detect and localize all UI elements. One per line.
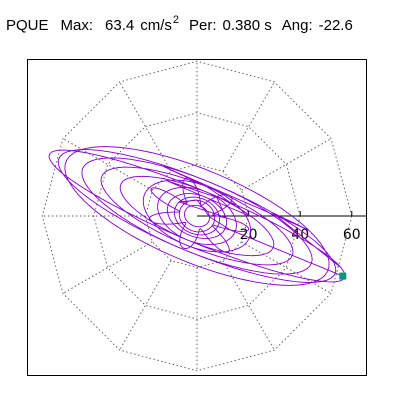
max-value: 63.4 — [105, 17, 135, 34]
grid-spoke — [241, 241, 332, 294]
orbit-trace — [48, 146, 346, 286]
grid-spoke — [119, 81, 172, 172]
station-code: PQUE — [6, 17, 49, 34]
header-title: PQUE Max: 63.4 cm/s2 Per: 0.380 s Ang: -22.6 — [6, 14, 353, 34]
particle-orbit — [48, 146, 346, 286]
grid-spoke — [62, 241, 153, 294]
period-value: 0.380 s — [222, 17, 272, 34]
grid-spoke — [222, 260, 275, 351]
radial-tick-label: 60 — [343, 227, 361, 243]
max-unit-exponent: 2 — [172, 14, 180, 26]
angle-value: -22.6 — [318, 17, 353, 34]
end-marker-layer — [339, 272, 347, 280]
grid-spoke — [119, 260, 172, 351]
end-point-marker — [339, 272, 347, 280]
max-label: Max: — [60, 17, 94, 34]
max-unit: cm/s — [140, 17, 172, 34]
period-label: Per: — [189, 17, 217, 34]
angle-label: Ang: — [281, 17, 313, 34]
plot-frame — [27, 59, 367, 376]
polar-grid — [41, 60, 353, 372]
grid-ring — [93, 112, 301, 320]
grid-spoke — [222, 81, 275, 172]
grid-spoke — [62, 138, 153, 191]
grid-spoke — [241, 138, 332, 191]
grid-ring — [144, 163, 250, 269]
grid-ring — [41, 60, 353, 372]
